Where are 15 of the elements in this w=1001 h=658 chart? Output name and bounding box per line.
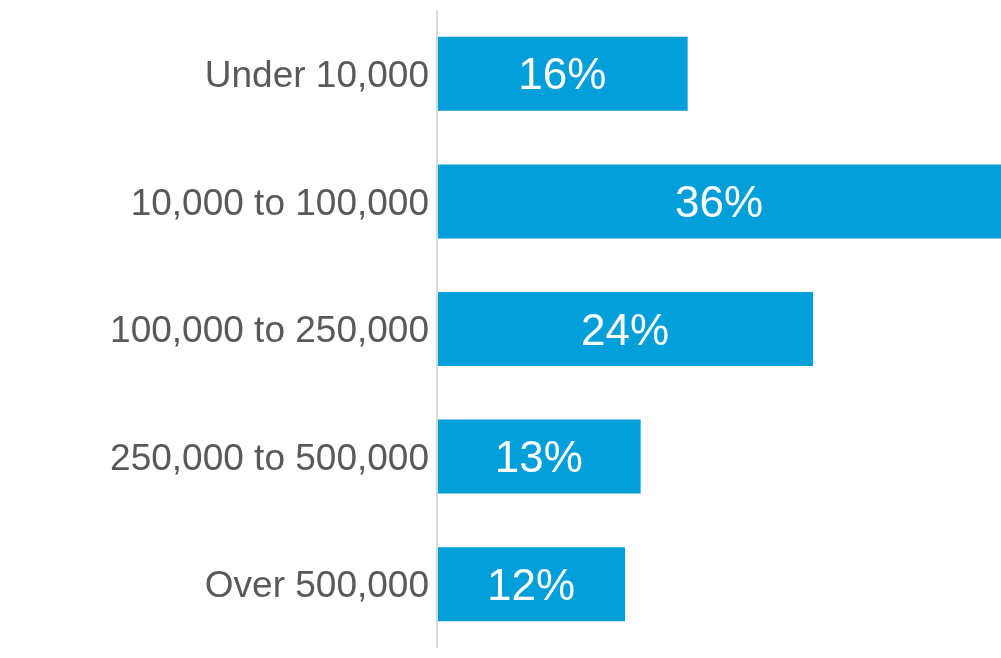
bar: [437, 547, 625, 622]
y-tick-label: 10,000 to 100,000: [130, 181, 429, 223]
data-label: 16%: [518, 49, 607, 99]
bar: [437, 36, 688, 111]
data-label: 36%: [674, 177, 764, 227]
bar: [437, 419, 641, 494]
data-label: 24%: [580, 304, 670, 354]
y-tick-label: 100,000 to 250,000: [110, 309, 429, 351]
y-tick-label: Over 500,000: [204, 564, 429, 606]
y-tick-label: Under 10,000: [204, 53, 429, 95]
y-tick-label: 250,000 to 500,000: [110, 436, 429, 478]
data-label: 13%: [494, 432, 583, 482]
bar: [437, 164, 1001, 239]
bar: [437, 292, 813, 366]
data-label: 12%: [486, 559, 576, 609]
